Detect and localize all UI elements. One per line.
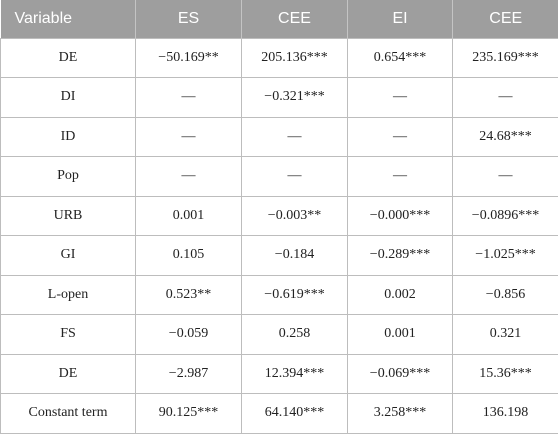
cell-es: — (135, 77, 242, 118)
cell-cee-2: 15.36*** (452, 353, 558, 394)
header-ei: EI (347, 0, 453, 38)
cell-cee-1: 12.394*** (241, 353, 348, 394)
table-body: DE −50.169** 205.136*** 0.654*** 235.169… (0, 37, 558, 434)
row-label: FS (0, 314, 136, 355)
header-es: ES (135, 0, 242, 38)
cell-ei: 0.654*** (347, 37, 453, 78)
table-row: DE −2.987 12.394*** −0.069*** 15.36*** (0, 353, 558, 394)
table-row: GI 0.105 −0.184 −0.289*** −1.025*** (0, 235, 558, 276)
header-cee-1: CEE (241, 0, 348, 38)
table-row: DE −50.169** 205.136*** 0.654*** 235.169… (0, 37, 558, 78)
cell-cee-1: −0.619*** (241, 274, 348, 315)
row-label: DE (0, 353, 136, 394)
cell-cee-1: — (241, 156, 348, 197)
table-header: Variable ES CEE EI CEE (0, 0, 558, 38)
cell-ei: −0.069*** (347, 353, 453, 394)
cell-es: −2.987 (135, 353, 242, 394)
cell-ei: −0.289*** (347, 235, 453, 276)
cell-cee-1: — (241, 116, 348, 157)
cell-cee-1: 0.258 (241, 314, 348, 355)
cell-ei: — (347, 116, 453, 157)
row-label: DE (0, 37, 136, 78)
cell-cee-2: −0.0896*** (452, 195, 558, 236)
cell-ei: — (347, 77, 453, 118)
cell-es: −0.059 (135, 314, 242, 355)
cell-cee-2: −1.025*** (452, 235, 558, 276)
cell-cee-1: 205.136*** (241, 37, 348, 78)
row-label: DI (0, 77, 136, 118)
cell-cee-1: −0.321*** (241, 77, 348, 118)
cell-cee-2: 24.68*** (452, 116, 558, 157)
cell-cee-1: −0.003** (241, 195, 348, 236)
row-label: L-open (0, 274, 136, 315)
table-row: Pop — — — — (0, 156, 558, 197)
cell-ei: — (347, 156, 453, 197)
row-label: Constant term (0, 393, 136, 434)
cell-es: 90.125*** (135, 393, 242, 434)
cell-cee-2: 0.321 (452, 314, 558, 355)
cell-cee-2: — (452, 156, 558, 197)
cell-cee-2: 235.169*** (452, 37, 558, 78)
header-cee-2: CEE (452, 0, 558, 38)
cell-cee-2: 136.198 (452, 393, 558, 434)
cell-cee-2: −0.856 (452, 274, 558, 315)
cell-es: 0.523** (135, 274, 242, 315)
table-row: DI — −0.321*** — — (0, 77, 558, 118)
table-row: Constant term 90.125*** 64.140*** 3.258*… (0, 393, 558, 434)
cell-es: −50.169** (135, 37, 242, 78)
cell-ei: −0.000*** (347, 195, 453, 236)
cell-es: — (135, 116, 242, 157)
row-label: Pop (0, 156, 136, 197)
row-label: ID (0, 116, 136, 157)
table-row: FS −0.059 0.258 0.001 0.321 (0, 314, 558, 355)
table-row: ID — — — 24.68*** (0, 116, 558, 157)
header-variable: Variable (14, 9, 73, 27)
table-row: L-open 0.523** −0.619*** 0.002 −0.856 (0, 274, 558, 315)
cell-cee-1: −0.184 (241, 235, 348, 276)
cell-cee-1: 64.140*** (241, 393, 348, 434)
cell-ei: 0.001 (347, 314, 453, 355)
row-label: URB (0, 195, 136, 236)
table-row: URB 0.001 −0.003** −0.000*** −0.0896*** (0, 195, 558, 236)
row-label: GI (0, 235, 136, 276)
cell-es: — (135, 156, 242, 197)
header-row: Variable ES CEE EI CEE (0, 0, 558, 38)
cell-ei: 3.258*** (347, 393, 453, 434)
cell-es: 0.001 (135, 195, 242, 236)
cell-es: 0.105 (135, 235, 242, 276)
cell-cee-2: — (452, 77, 558, 118)
cell-ei: 0.002 (347, 274, 453, 315)
